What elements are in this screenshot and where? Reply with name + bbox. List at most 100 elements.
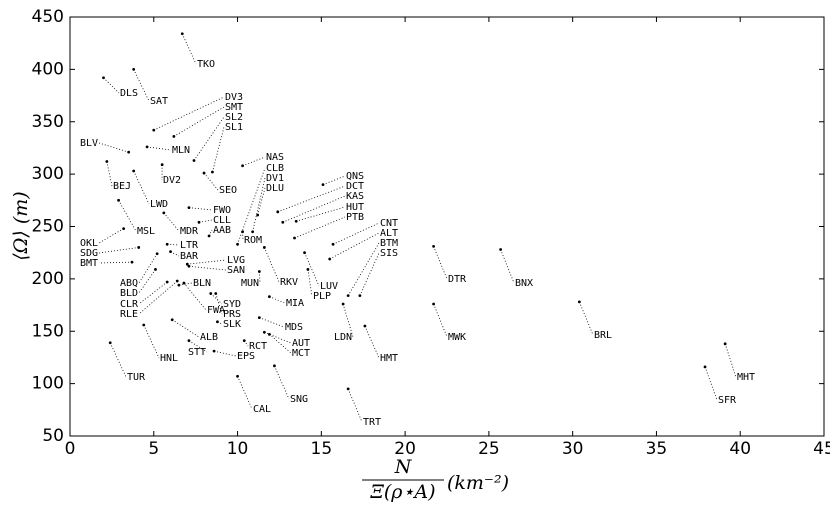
leader-line [365,326,379,358]
x-tick-label: 15 [311,439,333,459]
point [241,164,244,167]
point [176,280,179,283]
leader-line [104,78,119,93]
leader-line [119,200,136,231]
point [154,268,157,271]
y-label: ⟨Ω⟩ (m) [10,191,32,260]
y-tick-label: 150 [32,321,64,341]
leader-line [164,213,179,231]
point [178,284,181,287]
point [281,221,284,224]
point [211,171,214,174]
point-label: SAN [227,265,245,276]
point [131,261,134,264]
leader-line [333,223,379,244]
point [243,339,246,342]
point [263,331,266,334]
leader-line [189,208,212,210]
x-tick-label: 45 [813,439,830,459]
point [347,387,350,390]
point [171,318,174,321]
point [188,206,191,209]
point [499,248,502,251]
leader-line [434,246,447,279]
point-label: DTR [448,274,467,285]
y-tick-label: 450 [32,7,64,27]
y-tick-label: 250 [32,217,64,237]
point [156,252,159,255]
point-label: STT [188,347,206,358]
leader-line [264,247,279,282]
x-tick-label: 30 [562,439,584,459]
point-label: DLU [266,183,284,194]
point-label: BLV [80,138,98,149]
point [251,230,254,233]
point-label: TUR [127,372,146,383]
point-label: PLP [313,291,331,302]
point-label: HNL [160,353,178,364]
leader-line [269,297,285,303]
x-tick-label: 35 [646,439,668,459]
point [127,151,130,154]
point [236,375,239,378]
leader-line [238,376,252,409]
point [166,281,169,284]
leader-line [99,262,132,263]
point [273,364,276,367]
leader-line [110,343,126,377]
point [332,243,335,246]
point-label: SFR [718,395,737,406]
leader-line [308,269,312,296]
point [142,324,145,327]
point [161,163,164,166]
x-tick-label: 5 [148,439,159,459]
leader-line [134,171,149,204]
point [181,32,184,35]
point [105,160,108,163]
leader-line [259,318,284,327]
leader-line [269,334,291,353]
leader-line [705,367,717,400]
point-label: SL1 [225,122,243,133]
point [162,211,165,214]
point [188,339,191,342]
point-label: DV2 [163,175,181,186]
leader-line [278,186,345,212]
point-label: BLD [120,288,138,299]
y-tick-label: 350 [32,112,64,132]
point [166,243,169,246]
point-label: NAS [266,152,284,163]
leader-line [330,233,379,259]
point-label: SIS [380,248,398,259]
leader-line [253,178,265,232]
leader-line [179,283,192,285]
point [216,320,219,323]
point-label: MUN [241,278,259,289]
point [303,251,306,254]
point [358,294,361,297]
point-label: CAL [253,404,271,415]
point-label: MWK [448,332,466,343]
point-label: RKV [280,277,298,288]
point [209,292,212,295]
point [102,76,105,79]
leader-line [259,272,260,283]
point-label: MCT [292,348,310,359]
point [363,325,366,328]
x-tick-label: 40 [729,439,751,459]
point-label: MDS [285,322,303,333]
leader-line [174,107,224,136]
leader-line [348,389,362,422]
point [152,129,155,132]
point [258,270,261,273]
point [432,303,435,306]
leader-line [139,254,157,283]
point [347,294,350,297]
point-label: BAR [180,251,199,262]
point [132,68,135,71]
point [132,170,135,173]
point-label: MDR [180,226,199,237]
point [256,214,259,217]
leader-line [182,34,196,64]
